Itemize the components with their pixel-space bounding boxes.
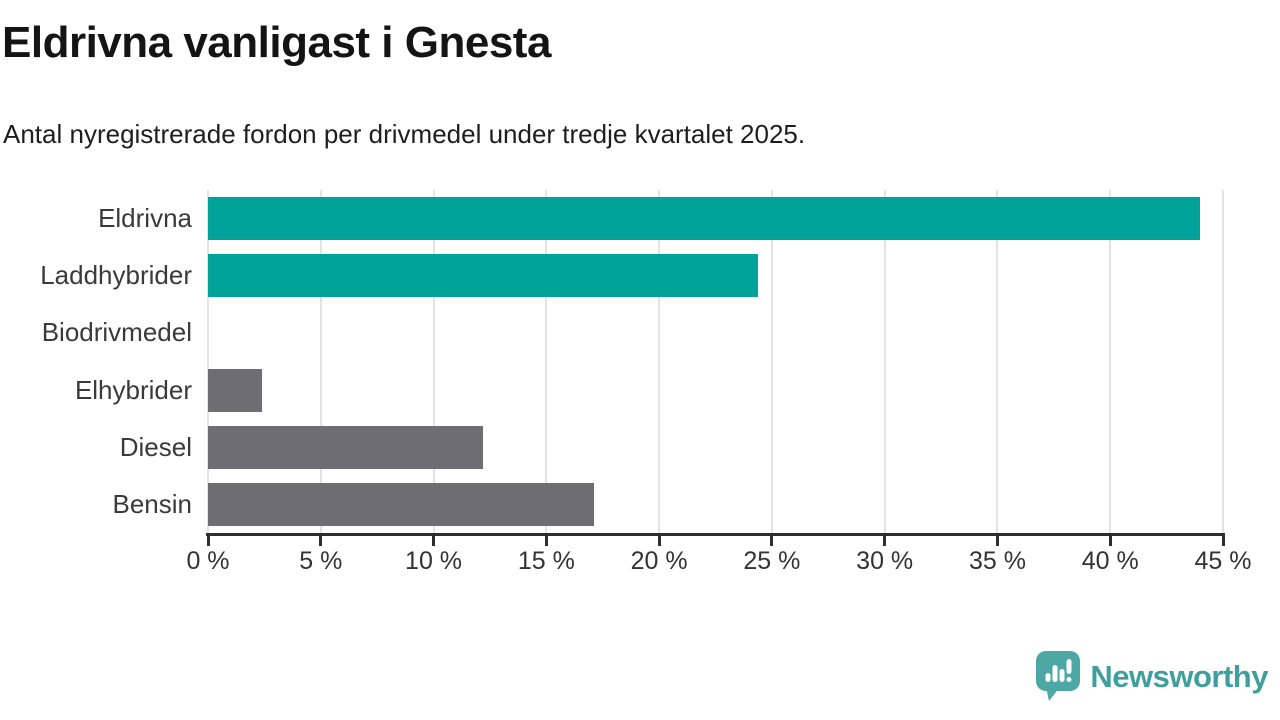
exclamation-dot [1066,677,1072,682]
exclamation-stem [1066,659,1072,674]
gridline-25 [770,190,773,533]
gridline-40 [1109,190,1112,533]
x-axis-tick-30 [883,533,887,546]
x-axis-tick-15 [544,533,548,546]
x-axis-tick-20 [657,533,661,546]
x-axis-tick-label-30: 30 % [856,547,914,575]
x-axis-tick-label-10: 10 % [405,547,463,575]
x-axis-tick-0 [206,533,210,546]
y-axis-label-elhybrider: Elhybrider [74,374,192,405]
gridline-10 [432,190,435,533]
newsworthy-logo: Newsworthy [1036,651,1268,702]
gridline-45 [1222,190,1224,533]
chart-subtitle: Antal nyregistrerade fordon per drivmede… [3,119,806,149]
newsworthy-logo-text: Newsworthy [1090,658,1268,694]
y-axis-labels: Eldrivna Laddhybrider Biodrivmedel Elhybrid… [0,190,192,533]
chart-bar-small [1045,673,1051,682]
x-axis-tick-label-45: 45 % [1194,547,1252,575]
bar-bensin [208,482,594,526]
chart-bar-tall [1052,665,1058,682]
x-axis-tick-45 [1221,533,1225,546]
plot-area: 0 % 5 % 10 % 15 % 20 % 25 % 30 % 35 % 40 % 45 % [186,190,1251,575]
y-axis-label-eldrivna: Eldrivna [98,203,192,234]
bar-laddhybrider [208,254,759,298]
bubble-shape [1036,651,1081,691]
gridline-5 [319,190,322,533]
bar-elhybrider [208,368,263,412]
gridline-30 [883,190,886,533]
y-axis-label-bensin: Bensin [112,488,193,519]
x-axis-tick-label-15: 15 % [517,547,575,575]
bar-eldrivna [208,197,1201,240]
bubble-tail [1046,687,1061,701]
gridline-0 [207,190,209,533]
gridline-20 [658,190,661,533]
x-axis-tick-label-40: 40 % [1081,547,1139,575]
gridline-15 [545,190,548,533]
gridline-35 [996,190,999,533]
x-axis-tick-10 [432,533,436,546]
x-axis-tick-label-35: 35 % [968,547,1026,575]
x-axis-tick-label-25: 25 % [743,547,801,575]
x-axis-tick-25 [770,533,774,546]
x-axis-tick-35 [995,533,999,546]
newsworthy-speech-bubble-icon [1036,651,1081,701]
chart-bar-medium [1059,669,1065,682]
y-axis-label-laddhybrider: Laddhybrider [40,260,192,291]
y-axis-label-biodrivmedel: Biodrivmedel [41,317,192,348]
x-axis-tick-5 [319,533,323,546]
chart-title: Eldrivna vanligast i Gnesta [2,18,551,67]
y-axis-label-diesel: Diesel [119,431,192,462]
x-axis-tick-label-20: 20 % [630,547,688,575]
x-axis-tick-label-5: 5 % [299,547,343,575]
x-axis-line [206,533,1225,536]
bar-diesel [208,425,484,469]
x-axis-tick-label-0: 0 % [186,547,230,575]
x-axis-tick-40 [1108,533,1112,546]
